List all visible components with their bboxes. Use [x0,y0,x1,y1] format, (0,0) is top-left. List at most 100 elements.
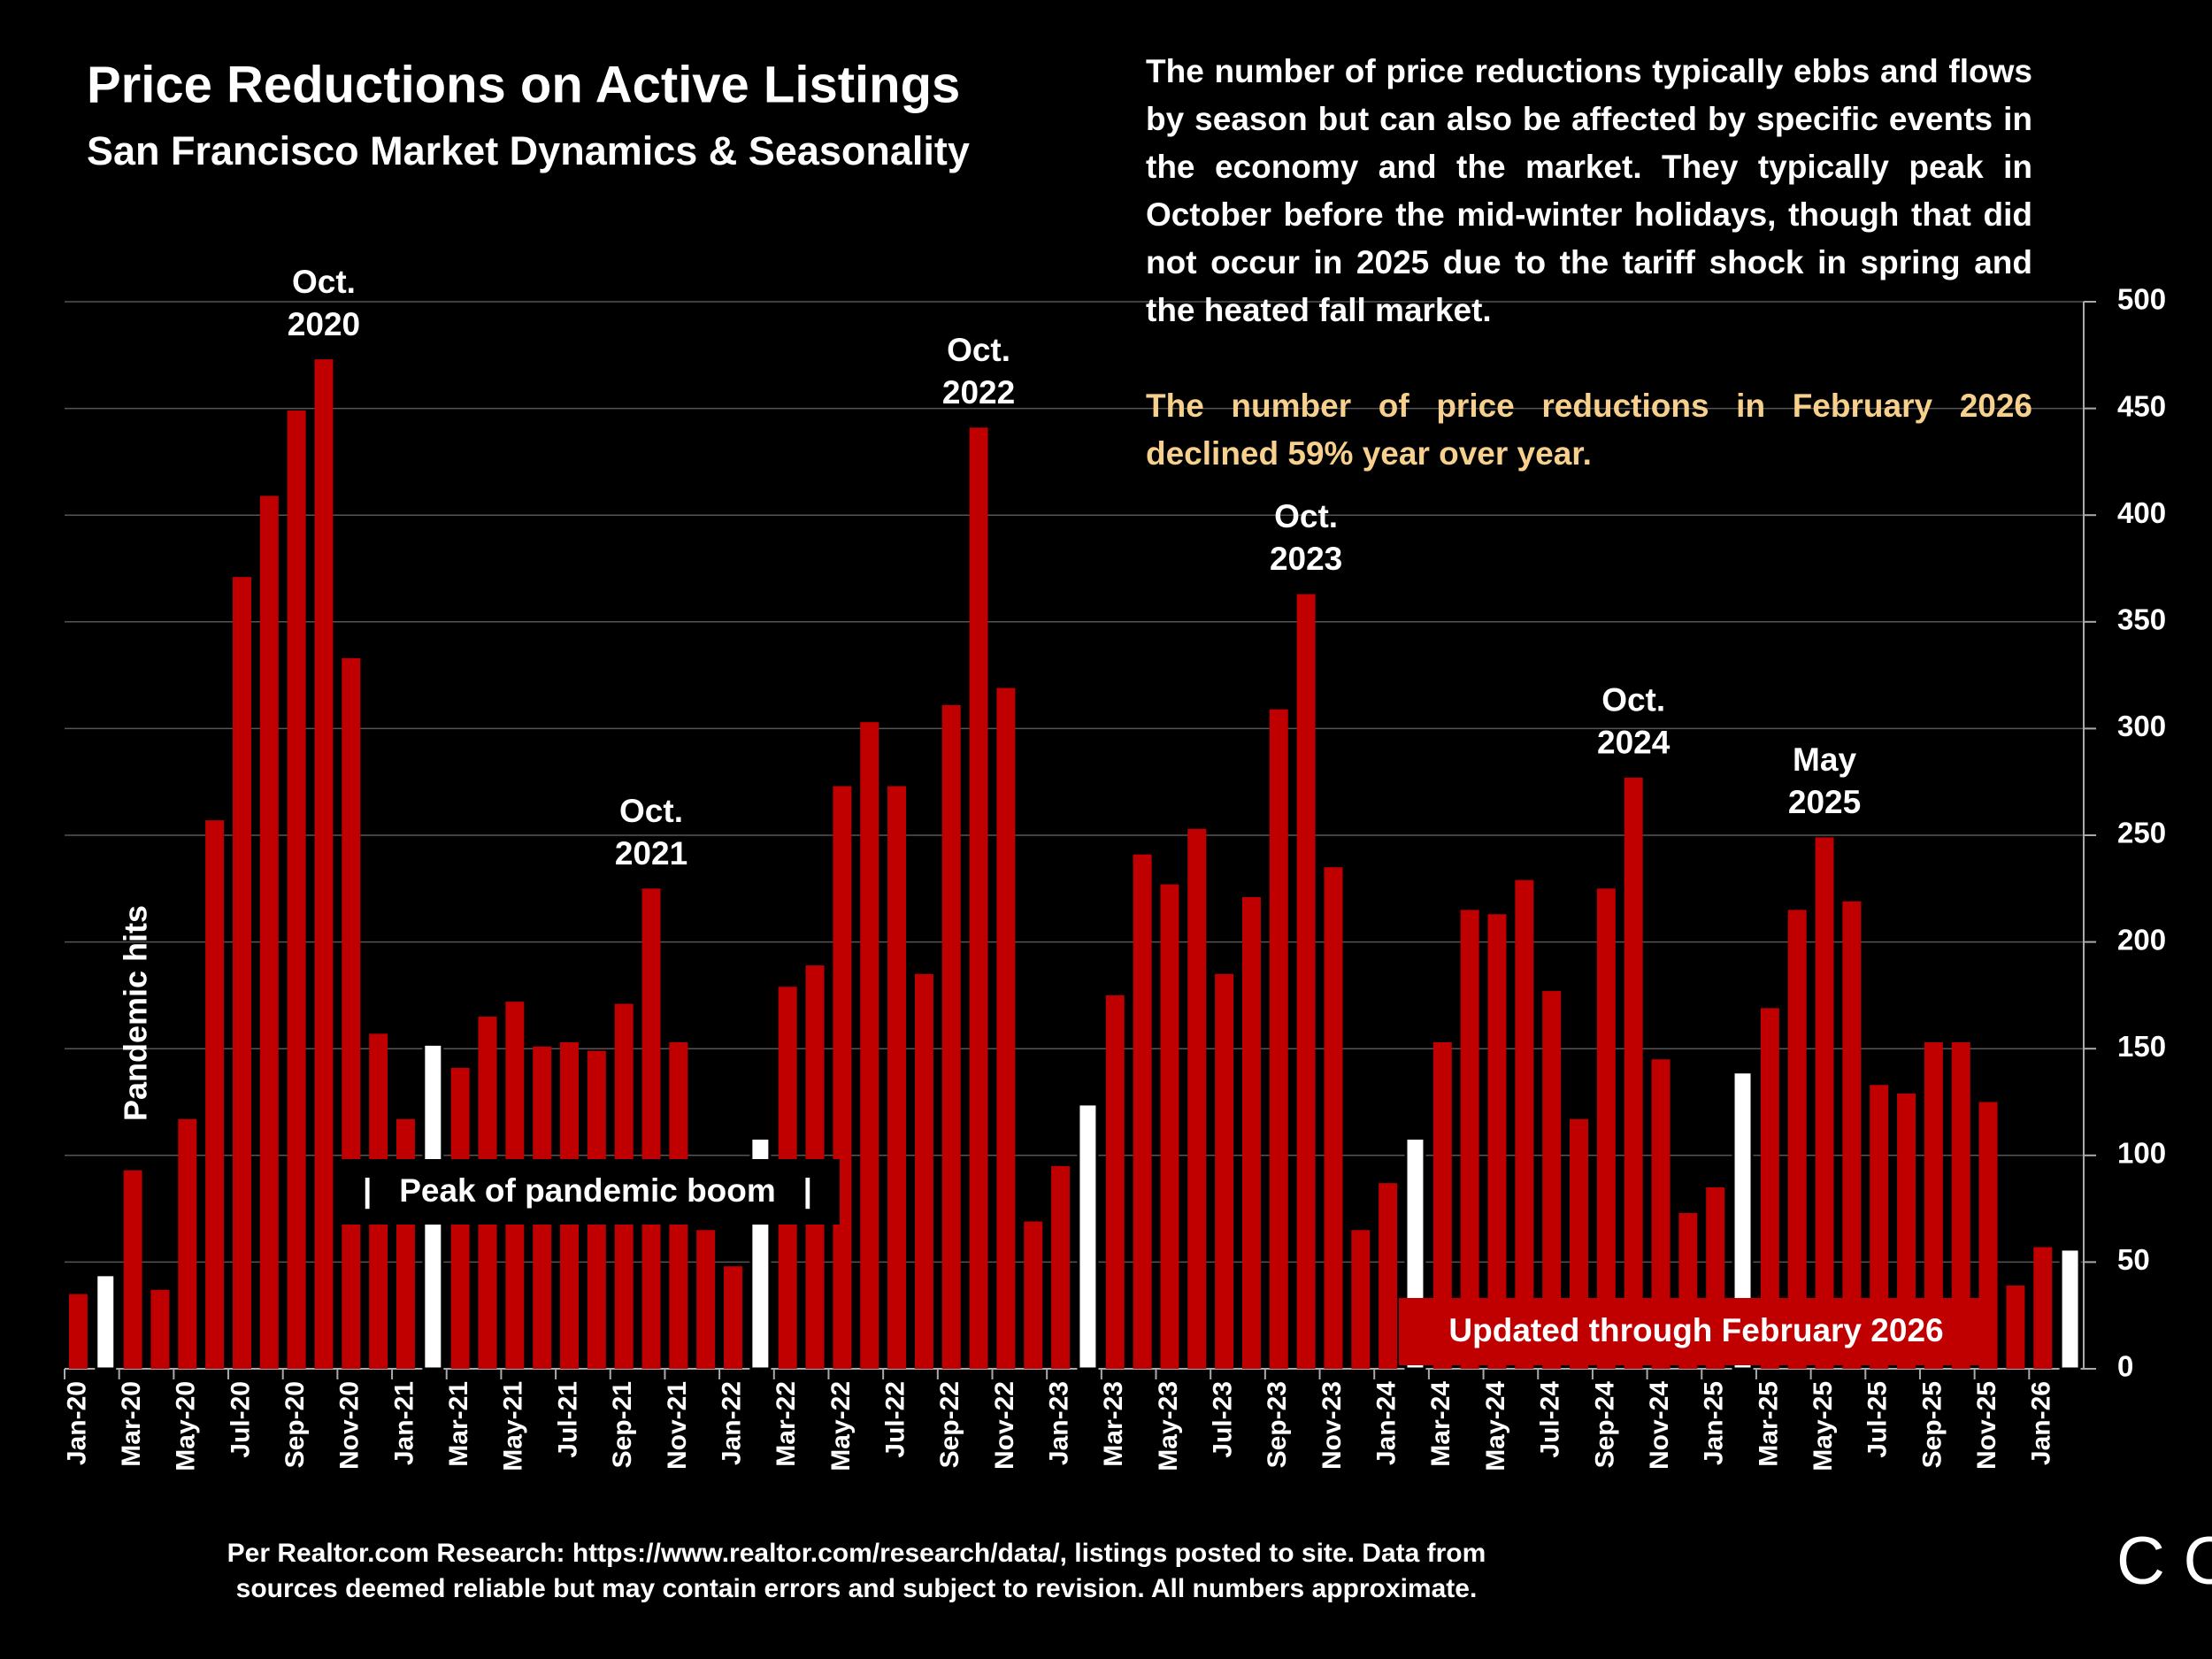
bar [996,687,1016,1369]
bar [887,786,907,1369]
boom-label: | Peak of pandemic boom | [363,1172,812,1210]
bar [1296,594,1316,1369]
bar [1105,995,1125,1369]
bar [1215,973,1234,1369]
bar [1051,1165,1071,1369]
pandemic-label: Pandemic hits [118,905,154,1121]
x-tick-label: Mar-22 [772,1381,801,1467]
bar [860,722,879,1369]
bar [95,1273,117,1371]
bar [1379,1183,1398,1369]
x-tick-label: Jan-21 [389,1381,419,1465]
bar [150,1289,170,1369]
x-tick-label: Sep-23 [1263,1381,1292,1468]
updated-label: Updated through February 2026 [1448,1312,1943,1348]
annotation: Oct. [292,264,356,300]
bar [1324,867,1343,1369]
y-tick-label: 350 [2117,603,2166,636]
logo: COMPASS [2116,1524,2212,1599]
bar [178,1118,197,1369]
x-tick-label: Jan-20 [62,1381,91,1465]
bar [314,359,334,1369]
bar [68,1294,88,1369]
annotation: Oct. [947,332,1010,368]
x-tick-label: Jan-25 [1700,1381,1729,1465]
x-tick-label: Mar-20 [117,1381,146,1467]
bar [1024,1221,1043,1369]
bar [1596,888,1616,1369]
x-tick-label: May-20 [172,1381,201,1471]
bar [396,1118,415,1369]
x-tick-label: Sep-22 [935,1381,964,1468]
x-tick-label: May-21 [499,1381,528,1471]
bar [1077,1102,1099,1371]
description: The number of price reductions typically… [1146,53,2032,328]
bar [1487,914,1507,1369]
bar [914,973,933,1369]
x-tick-label: Nov-24 [1645,1381,1674,1470]
x-tick-label: May-22 [826,1381,856,1471]
bar [1870,1085,1889,1369]
x-tick-label: Jul-21 [553,1381,582,1458]
y-tick-label: 150 [2117,1030,2166,1063]
annotation: Oct. [1274,498,1338,534]
x-tick-label: Jan-26 [2027,1381,2056,1465]
bar [1787,910,1807,1369]
x-tick-label: May-25 [1809,1381,1838,1471]
annotation: 2021 [615,835,687,872]
y-tick-label: 400 [2117,496,2166,529]
chart-subtitle: San Francisco Market Dynamics & Seasonal… [87,128,970,173]
bar [1269,709,1288,1369]
x-tick-label: Jan-24 [1372,1381,1402,1465]
x-tick-label: Sep-20 [280,1381,310,1468]
bar [1542,991,1562,1369]
annotation: 2025 [1788,784,1861,820]
chart-title: Price Reductions on Active Listings [87,56,960,113]
bar [1460,910,1479,1369]
x-tick-label: May-24 [1481,1381,1510,1471]
bar [287,411,306,1370]
y-tick-label: 450 [2117,389,2166,422]
footnote: sources deemed reliable but may contain … [236,1574,1478,1603]
bar [1651,1059,1671,1369]
x-tick-label: Nov-25 [1972,1381,2001,1470]
x-tick-label: Sep-21 [608,1381,637,1468]
annotation: May [1793,741,1856,778]
x-tick-label: Jan-22 [717,1381,746,1465]
y-tick-label: 300 [2117,710,2166,742]
x-tick-label: Nov-23 [1317,1381,1347,1470]
y-tick-label: 0 [2117,1350,2133,1383]
bar [1351,1230,1371,1369]
x-tick-label: May-23 [1154,1381,1183,1471]
x-tick-label: Mar-21 [444,1381,473,1467]
bar [724,1266,743,1369]
bar [1432,1041,1452,1369]
x-tick-label: Nov-20 [335,1381,365,1470]
bar [1760,1008,1779,1369]
bar [123,1170,142,1369]
bar [205,820,225,1369]
x-tick-label: Nov-21 [663,1381,692,1470]
bar [833,786,852,1369]
x-tick-label: Mar-23 [1099,1381,1128,1467]
bar [1732,1071,1754,1371]
bar [1924,1041,1943,1369]
annotation: Oct. [619,793,683,829]
y-tick-label: 100 [2117,1137,2166,1170]
x-tick-label: Jan-23 [1045,1381,1074,1465]
bar [1515,879,1534,1369]
x-tick-label: Jul-25 [1863,1381,1893,1458]
bar [232,577,251,1369]
boom-box [335,1159,840,1225]
x-tick-label: Nov-22 [990,1381,1019,1470]
x-tick-label: Jul-23 [1209,1381,1238,1458]
bar [1133,854,1152,1369]
bar [1815,837,1834,1369]
x-tick-label: Jul-24 [1536,1381,1565,1458]
annotation: 2020 [288,306,360,342]
y-tick-label: 50 [2117,1243,2150,1276]
updated-box [1399,1298,1993,1365]
x-tick-label: Mar-24 [1426,1381,1455,1467]
